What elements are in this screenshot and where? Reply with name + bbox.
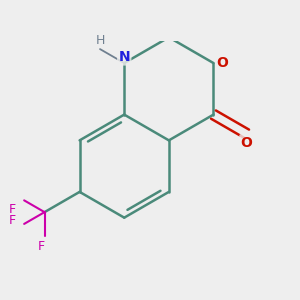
Text: F: F — [9, 214, 16, 227]
Text: N: N — [118, 50, 130, 64]
Text: O: O — [241, 136, 253, 150]
Text: F: F — [38, 240, 45, 253]
Text: F: F — [9, 203, 16, 216]
Text: O: O — [216, 56, 228, 70]
Text: H: H — [96, 34, 105, 47]
